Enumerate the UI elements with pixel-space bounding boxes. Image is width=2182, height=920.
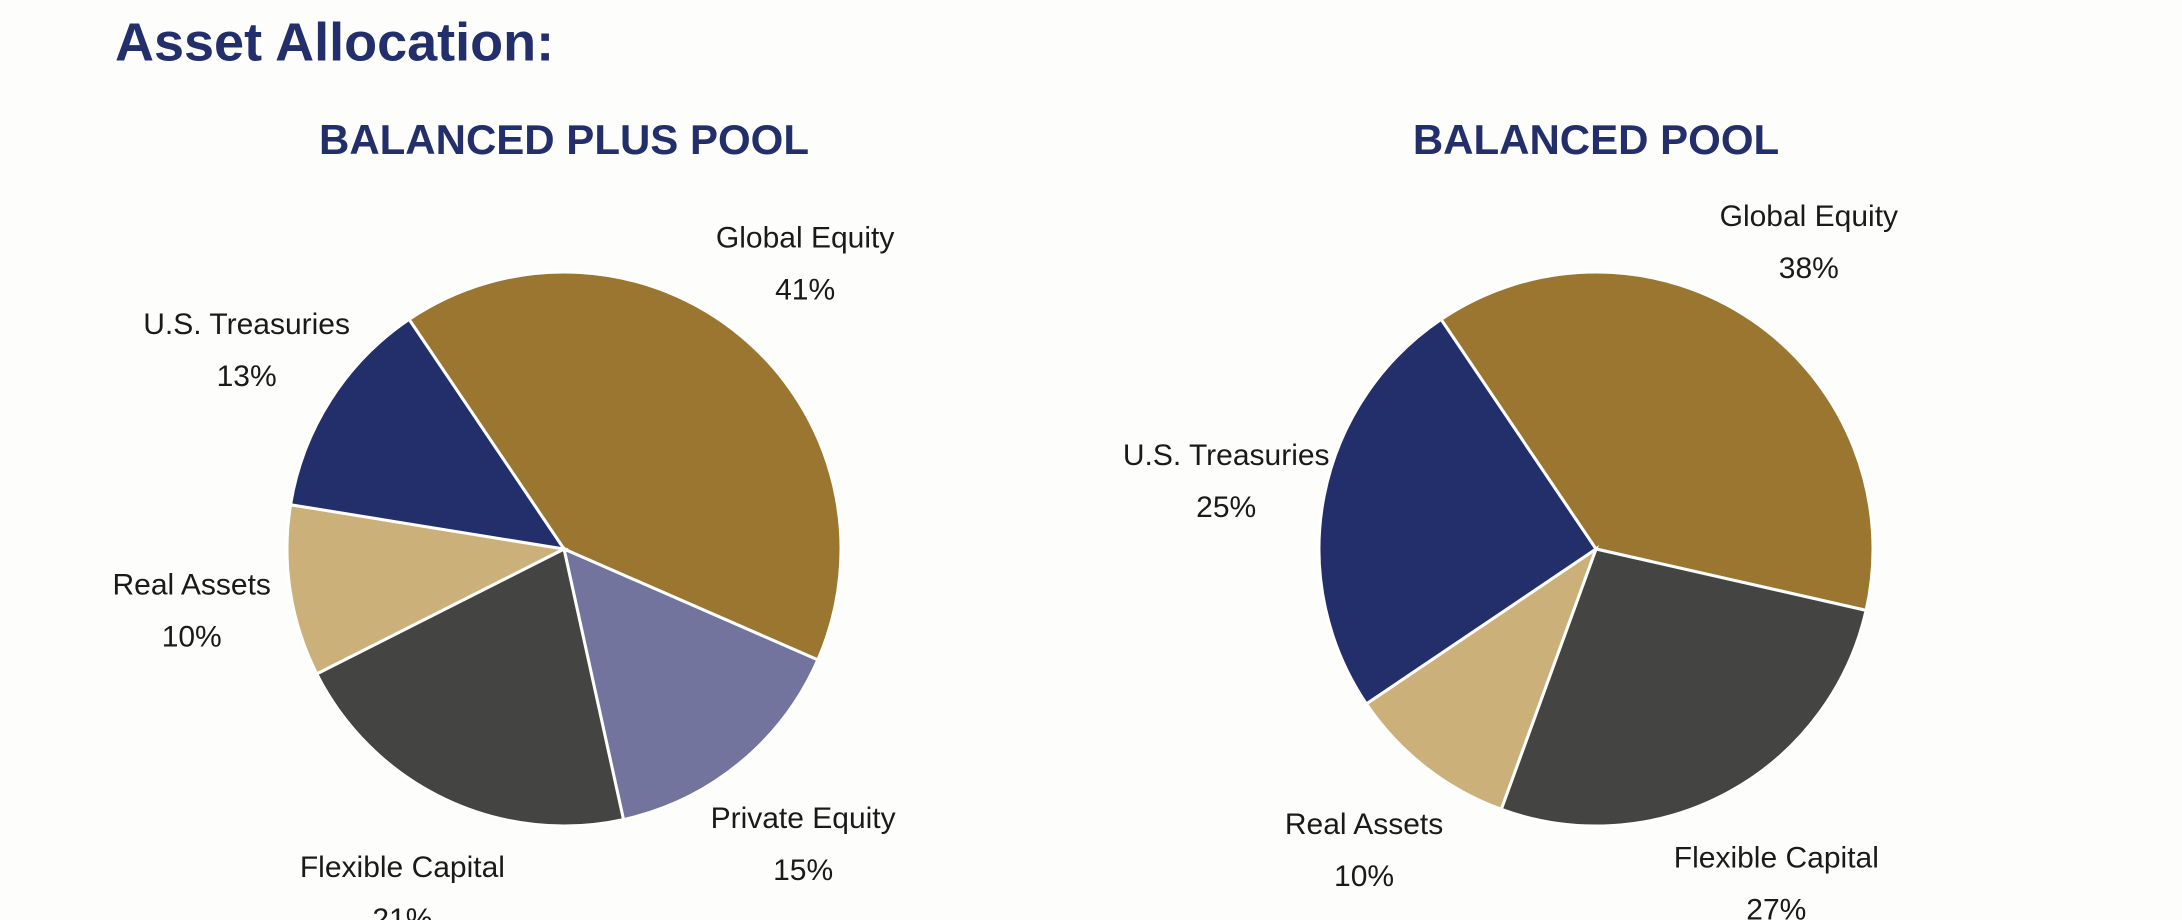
pie-slice [1364,545,1599,812]
slice-label: U.S. Treasuries [143,308,350,341]
page-title: Asset Allocation: [115,12,554,72]
slice-value-label: 27% [1746,894,1806,920]
pie-slice [288,317,568,552]
slice-label: Global Equity [716,221,894,254]
pie-slice [1439,270,1875,613]
slice-value-label: 15% [773,854,833,887]
slice-label: Real Assets [113,569,271,602]
slice-value-label: 25% [1196,491,1256,524]
slice-value-label: 10% [1334,860,1394,893]
slice-value-label: 41% [775,273,835,306]
slice-value-label: 21% [372,903,432,920]
slice-value-label: 13% [217,360,277,393]
pie-slice [1317,317,1599,706]
slice-label: Private Equity [711,802,896,835]
slice-label: Flexible Capital [300,851,505,884]
chart-title: BALANCED PLUS POOL [319,116,809,163]
slice-value-label: 38% [1779,252,1839,285]
slice-label: Real Assets [1285,808,1443,841]
pie-slice [314,546,626,828]
pie-slice [1499,547,1868,828]
slice-label: U.S. Treasuries [1123,439,1330,472]
pie-slice [561,546,820,822]
chart-title: BALANCED POOL [1413,116,1779,163]
slice-label: Flexible Capital [1674,842,1879,875]
slice-value-label: 10% [162,621,222,654]
pie-slice [285,502,569,676]
slice-label: Global Equity [1720,200,1898,233]
pie-slice [407,270,843,662]
